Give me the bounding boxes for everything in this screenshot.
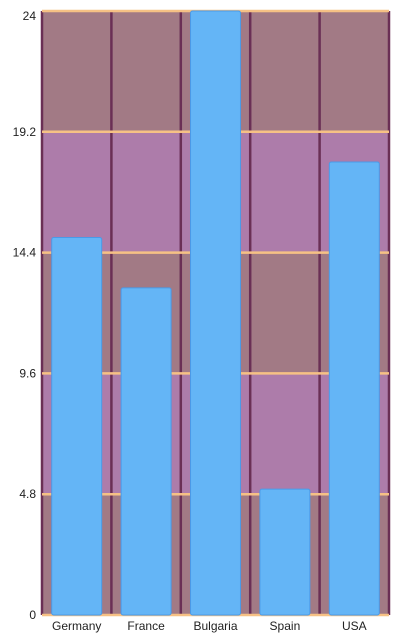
y-tick-label: 19.2: [13, 125, 37, 139]
x-category-label: Spain: [270, 619, 301, 633]
y-tick-label: 9.6: [19, 366, 36, 380]
bar-germany: [51, 237, 103, 616]
y-tick-label: 4.8: [19, 487, 36, 501]
y-axis-tick-labels: 0 4.8 9.6 14.4 19.2 24: [13, 9, 37, 622]
vertical-gridlines: [40, 11, 391, 615]
x-category-label: France: [127, 619, 165, 633]
y-tick-label: 14.4: [13, 246, 37, 260]
bar-series: [51, 10, 380, 616]
y-tick-label: 0: [29, 608, 36, 622]
bar-usa: [328, 161, 380, 616]
x-category-label: Germany: [52, 619, 101, 633]
bar-bulgaria: [190, 10, 241, 616]
y-tick-label: 24: [23, 9, 37, 23]
bar-france: [120, 287, 172, 616]
bar-spain: [259, 488, 311, 616]
x-category-label: USA: [342, 619, 367, 633]
x-axis-category-labels: Germany France Bulgaria Spain USA: [52, 619, 367, 633]
x-category-label: Bulgaria: [193, 619, 237, 633]
